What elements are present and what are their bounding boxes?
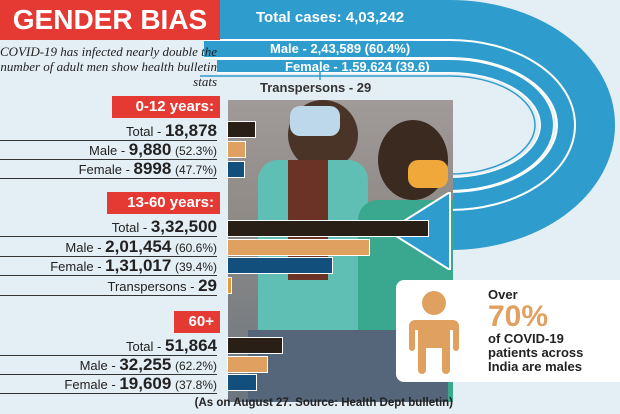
bar-012years-female xyxy=(227,161,245,178)
male-band xyxy=(204,41,574,209)
bar-012years-male xyxy=(226,141,247,158)
row-13-60-total: Total - 3,32,500 xyxy=(0,218,217,237)
female-cases-label: Female - 1,59,624 (39.6) xyxy=(285,59,430,74)
bar-1360years-transpersons xyxy=(227,277,232,294)
total-cases-band xyxy=(190,0,615,250)
bar-1360years-total xyxy=(227,220,429,237)
bar-60+-male xyxy=(226,356,269,373)
bar-60+-female xyxy=(227,374,257,391)
group-label-13-60: 13-60 years: xyxy=(107,192,220,214)
group-label-0-12: 0-12 years: xyxy=(112,96,220,118)
row-13-60-transpersons: Transpersons - 29 xyxy=(0,277,217,296)
page-title: GENDER BIAS xyxy=(0,0,220,40)
bar-012years-total xyxy=(227,121,256,138)
row-60-female: Female - 19,609 (37.8%) xyxy=(0,375,217,394)
source-footnote: (As on August 27. Source: Health Dept bu… xyxy=(194,397,453,409)
bar-1360years-male xyxy=(227,239,370,256)
callout-text: Over 70% of COVID-19 patients across Ind… xyxy=(488,287,584,374)
transpersons-cases-label: Transpersons - 29 xyxy=(260,80,372,95)
group-label-60-plus: 60+ xyxy=(174,311,220,333)
bar-60+-total xyxy=(226,337,284,354)
row-13-60-female: Female - 1,31,017 (39.4%) xyxy=(0,257,217,276)
female-band xyxy=(217,60,553,190)
row-60-male: Male - 32,255 (62.2%) xyxy=(0,356,217,375)
person-icon xyxy=(409,291,459,374)
row-13-60-male: Male - 2,01,454 (60.6%) xyxy=(0,238,217,257)
transpersons-line xyxy=(200,75,536,175)
subtitle: COVID-19 has infected nearly double the … xyxy=(0,44,217,89)
row-0-12-total: Total - 18,878 xyxy=(0,122,217,141)
row-60-total: Total - 51,864 xyxy=(0,337,217,356)
male-cases-label: Male - 2,43,589 (60.4%) xyxy=(270,41,411,56)
bar-1360years-female xyxy=(226,257,334,274)
row-0-12-female: Female - 8998 (47.7%) xyxy=(0,160,217,179)
row-0-12-male: Male - 9,880 (52.3%) xyxy=(0,141,217,160)
total-cases-label: Total cases: 4,03,242 xyxy=(256,9,405,26)
